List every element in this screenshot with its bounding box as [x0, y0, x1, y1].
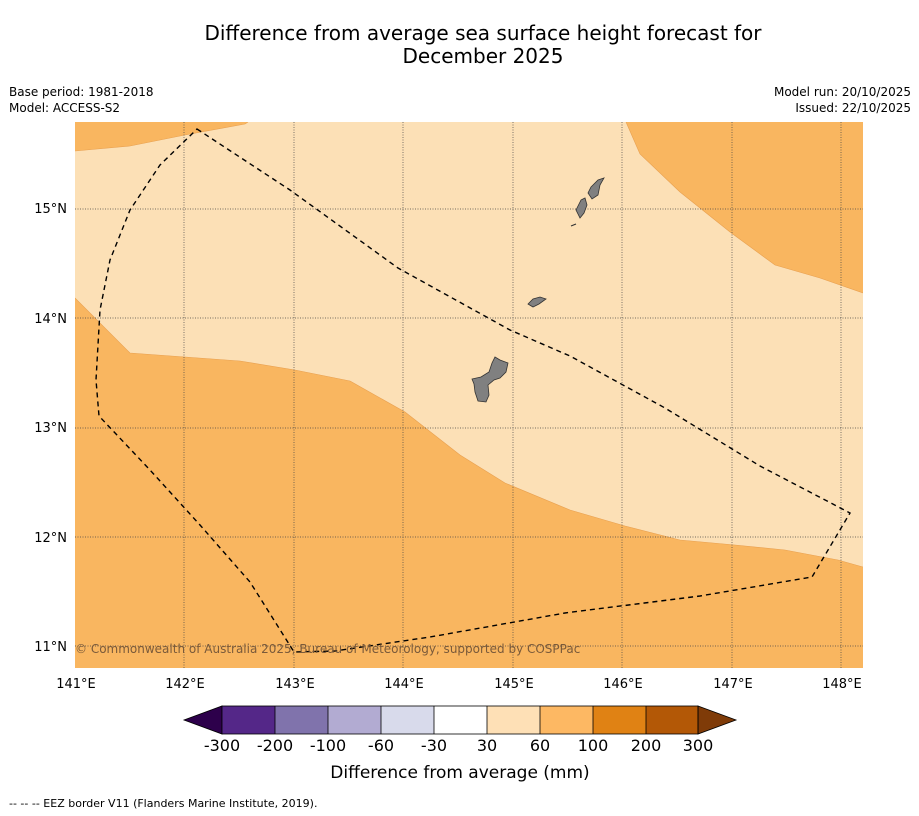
- colorbar-tick-label: 60: [530, 736, 550, 755]
- land-masses: [471, 177, 605, 403]
- islet: [570, 223, 577, 227]
- colorbar-swatch: [593, 706, 646, 734]
- lon-label: 148°E: [822, 677, 862, 692]
- colorbar-tick-label: 30: [477, 736, 497, 755]
- model-run: Model run: 20/10/2025: [773, 85, 911, 99]
- island-tinian: [575, 197, 588, 219]
- lon-label: 141°E: [56, 677, 96, 692]
- colorbar-tick-label: 200: [631, 736, 662, 755]
- lon-label: 143°E: [275, 677, 315, 692]
- colorbar-swatch: [487, 706, 540, 734]
- lon-labels: 141°E 142°E 143°E 144°E 145°E 146°E 147°…: [56, 677, 862, 692]
- title-line-1: Difference from average sea surface heig…: [204, 21, 762, 45]
- model-name: Model: ACCESS-S2: [9, 101, 121, 115]
- colorbar: -300 -200 -100 -60 -30 30 60 100 200 300…: [182, 705, 738, 783]
- island-guam: [471, 356, 509, 403]
- colorbar-extend-high: [697, 705, 738, 735]
- lat-label: 12°N: [34, 531, 67, 546]
- issued-date: Issued: 22/10/2025: [795, 101, 911, 115]
- meta-left: Base period: 1981-2018 Model: ACCESS-S2: [9, 84, 154, 116]
- contour-lines: [75, 122, 863, 568]
- lat-labels: 15°N 14°N 13°N 12°N 11°N: [34, 202, 67, 655]
- colorbar-swatch: [646, 706, 698, 734]
- island-rota: [527, 296, 547, 308]
- lon-label: 145°E: [494, 677, 534, 692]
- colorbar-title: Difference from average (mm): [330, 763, 589, 783]
- lat-label: 14°N: [34, 312, 67, 327]
- colorbar-dividers: [221, 705, 699, 735]
- lon-label: 144°E: [384, 677, 424, 692]
- colorbar-swatch: [381, 706, 434, 734]
- title-line-2: December 2025: [402, 44, 564, 68]
- map-plot-area: © Commonwealth of Australia 2025, Bureau…: [75, 122, 863, 668]
- lon-label: 142°E: [165, 677, 205, 692]
- graticule: [75, 122, 863, 668]
- colorbar-tick-label: 100: [578, 736, 609, 755]
- colorbar-tick-label: -30: [421, 736, 447, 755]
- lat-label: 13°N: [34, 421, 67, 436]
- colorbar-tick-label: -100: [310, 736, 346, 755]
- colorbar-swatch: [540, 706, 593, 734]
- copyright-notice: © Commonwealth of Australia 2025, Bureau…: [75, 642, 580, 656]
- lat-label: 11°N: [34, 640, 67, 655]
- island-saipan: [587, 177, 605, 200]
- colorbar-tick-label: -300: [204, 736, 240, 755]
- lon-label: 147°E: [713, 677, 753, 692]
- lon-label: 146°E: [603, 677, 643, 692]
- colorbar-extend-low: [182, 705, 223, 735]
- colorbar-ticks: -300 -200 -100 -60 -30 30 60 100 200 300: [204, 736, 713, 755]
- base-period: Base period: 1981-2018: [9, 85, 154, 99]
- colorbar-swatch: [222, 706, 275, 734]
- meta-right: Model run: 20/10/2025 Issued: 22/10/2025: [774, 84, 911, 116]
- colorbar-swatch: [434, 706, 487, 734]
- eez-border: [95, 128, 851, 653]
- colorbar-tick-label: -60: [368, 736, 394, 755]
- colorbar-swatch: [275, 706, 328, 734]
- lat-label: 15°N: [34, 202, 67, 217]
- colorbar-tick-label: 300: [683, 736, 714, 755]
- eez-legend: -- -- -- EEZ border V11 (Flanders Marine…: [9, 797, 318, 810]
- colorbar-tick-label: -200: [257, 736, 293, 755]
- chart-title: Difference from average sea surface heig…: [0, 22, 919, 68]
- anomaly-region-30-60: [75, 122, 863, 567]
- colorbar-swatch: [328, 706, 381, 734]
